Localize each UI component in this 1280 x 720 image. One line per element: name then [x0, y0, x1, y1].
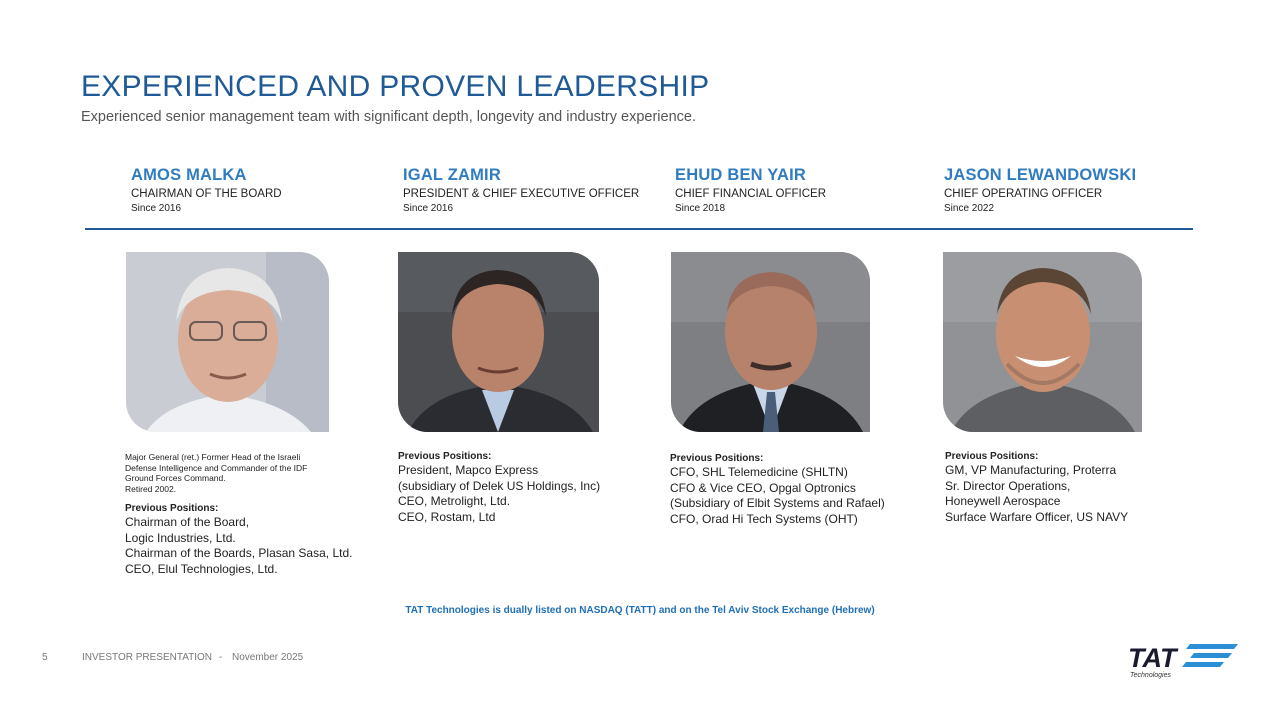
position-item: Chairman of the Board,	[125, 515, 250, 529]
previous-positions-heading: Previous Positions:	[125, 503, 219, 514]
leader-photo	[943, 252, 1142, 432]
leader-role: CHIEF OPERATING OFFICER	[944, 188, 1103, 200]
listing-note: TAT Technologies is dually listed on NAS…	[405, 605, 875, 616]
position-item: Chairman of the Boards, Plasan Sasa, Ltd…	[125, 546, 353, 561]
page-title: EXPERIENCED AND PROVEN LEADERSHIP	[81, 70, 710, 103]
leader-name: IGAL ZAMIR	[403, 166, 501, 184]
position-item: CFO & Vice CEO, Opgal Optronics	[670, 480, 856, 495]
position-item: CEO, Rostam, Ltd	[398, 510, 496, 525]
leader-photo	[398, 252, 599, 432]
leader-since: Since 2018	[675, 203, 726, 214]
footer-label: INVESTOR PRESENTATION	[82, 652, 213, 663]
position-item: Logic Industries, Ltd.	[125, 530, 236, 545]
footer-separator: -	[219, 652, 223, 663]
leader-since: Since 2016	[403, 203, 454, 214]
previous-positions-heading: Previous Positions:	[670, 453, 764, 464]
position-item: CEO, Elul Technologies, Ltd.	[125, 562, 278, 577]
page-number: 5	[42, 652, 48, 663]
position-item: President, Mapco Express	[398, 463, 539, 477]
leader-bio-note: Major General (ret.) Former Head of the …	[125, 452, 365, 494]
bio-line: Ground Forces Command.	[125, 473, 226, 483]
position-item: GM, VP Manufacturing, Proterra	[945, 463, 1117, 477]
bio-line: Defense Intelligence and Commander of th…	[125, 462, 308, 473]
leader-photo	[126, 252, 329, 432]
logo-wordmark: TAT	[1128, 643, 1179, 673]
previous-positions-list: CFO, SHL Telemedicine (SHLTN) CFO & Vice…	[670, 465, 885, 528]
position-item: CEO, Metrolight, Ltd.	[398, 494, 511, 509]
previous-positions-heading: Previous Positions:	[945, 451, 1039, 462]
bio-line: Retired 2002.	[125, 483, 177, 494]
leader-role: CHAIRMAN OF THE BOARD	[131, 188, 282, 200]
footer-date: November 2025	[232, 652, 304, 663]
position-item: Sr. Director Operations,	[945, 478, 1071, 493]
leader-name: JASON LEWANDOWSKI	[944, 166, 1137, 184]
position-item: Honeywell Aerospace	[945, 494, 1061, 509]
position-item: CFO, SHL Telemedicine (SHLTN)	[670, 465, 848, 479]
position-item: (subsidiary of Delek US Holdings, Inc)	[398, 478, 601, 493]
leader-photo	[671, 252, 870, 432]
leader-role: CHIEF FINANCIAL OFFICER	[675, 188, 826, 200]
previous-positions-list: GM, VP Manufacturing, Proterra Sr. Direc…	[945, 463, 1128, 526]
position-item: CFO, Orad Hi Tech Systems (OHT)	[670, 512, 858, 527]
position-item: (Subsidiary of Elbit Systems and Rafael)	[670, 496, 885, 511]
leader-name: EHUD BEN YAIR	[675, 166, 806, 184]
leader-since: Since 2022	[944, 203, 995, 214]
leader-since: Since 2016	[131, 203, 182, 214]
logo-tagline: Technologies	[1130, 672, 1171, 679]
section-divider	[85, 228, 1193, 230]
position-item: Surface Warfare Officer, US NAVY	[945, 510, 1129, 525]
previous-positions-list: Chairman of the Board, Logic Industries,…	[125, 515, 352, 578]
previous-positions-list: President, Mapco Express (subsidiary of …	[398, 463, 600, 526]
tat-technologies-logo: TAT Technologies	[1128, 640, 1240, 680]
previous-positions-heading: Previous Positions:	[398, 451, 492, 462]
bio-line: Major General (ret.) Former Head of the …	[125, 452, 301, 462]
page-subtitle: Experienced senior management team with …	[81, 109, 696, 125]
leader-name: AMOS MALKA	[131, 166, 247, 184]
leader-role: PRESIDENT & CHIEF EXECUTIVE OFFICER	[403, 188, 640, 200]
